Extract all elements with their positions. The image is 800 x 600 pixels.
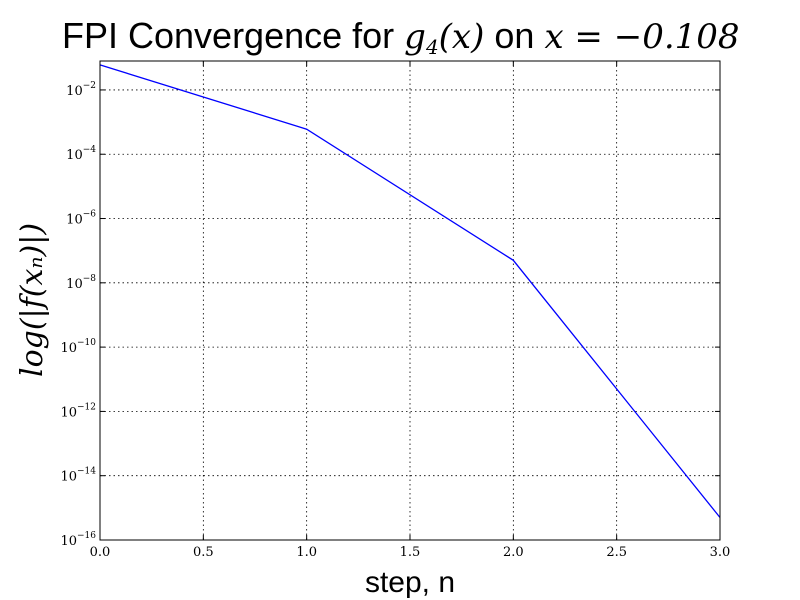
ticks: 0.0 0.5 1.0 1.5 2.0 2.5 3.0 10−2 10−4 10−6 10−8 10−… <box>60 61 730 560</box>
y-tick-label: 10−8 <box>66 274 96 292</box>
chart-title-expr: x = −0.108 <box>544 17 739 57</box>
y-tick-label: 10−6 <box>66 210 96 228</box>
chart-title-mid: on <box>484 15 544 56</box>
x-tick-label: 1.5 <box>400 545 421 560</box>
x-axis-label: step, n <box>365 566 455 599</box>
y-tick-label: 10−2 <box>66 81 96 99</box>
grid <box>100 61 720 540</box>
x-tick-label: 0.5 <box>193 545 214 560</box>
y-tick-label: 10−16 <box>60 531 96 549</box>
y-tick-label: 10−4 <box>66 145 96 163</box>
chart-title-prefix: FPI Convergence for <box>62 15 404 56</box>
y-tick-label: 10−12 <box>60 402 96 420</box>
chart-title: FPI Convergence for g4(x) on x = −0.108 <box>62 15 740 59</box>
x-tick-label: 1.0 <box>296 545 317 560</box>
series-layer <box>99 64 721 518</box>
series-line <box>99 64 721 518</box>
x-tick-label: 2.5 <box>606 545 627 560</box>
x-tick-label: 3.0 <box>710 545 731 560</box>
chart-title-func-sub: 4 <box>425 35 439 59</box>
x-tick-label: 0.0 <box>90 545 111 560</box>
y-tick-label: 10−10 <box>60 338 96 356</box>
y-axis-label: log(|f(xₙ)|) <box>15 223 50 377</box>
chart-title-func-arg: (x) <box>439 17 485 57</box>
x-tick-label: 2.0 <box>503 545 524 560</box>
y-tick-label: 10−14 <box>60 467 96 485</box>
chart-title-func: g <box>404 17 426 57</box>
